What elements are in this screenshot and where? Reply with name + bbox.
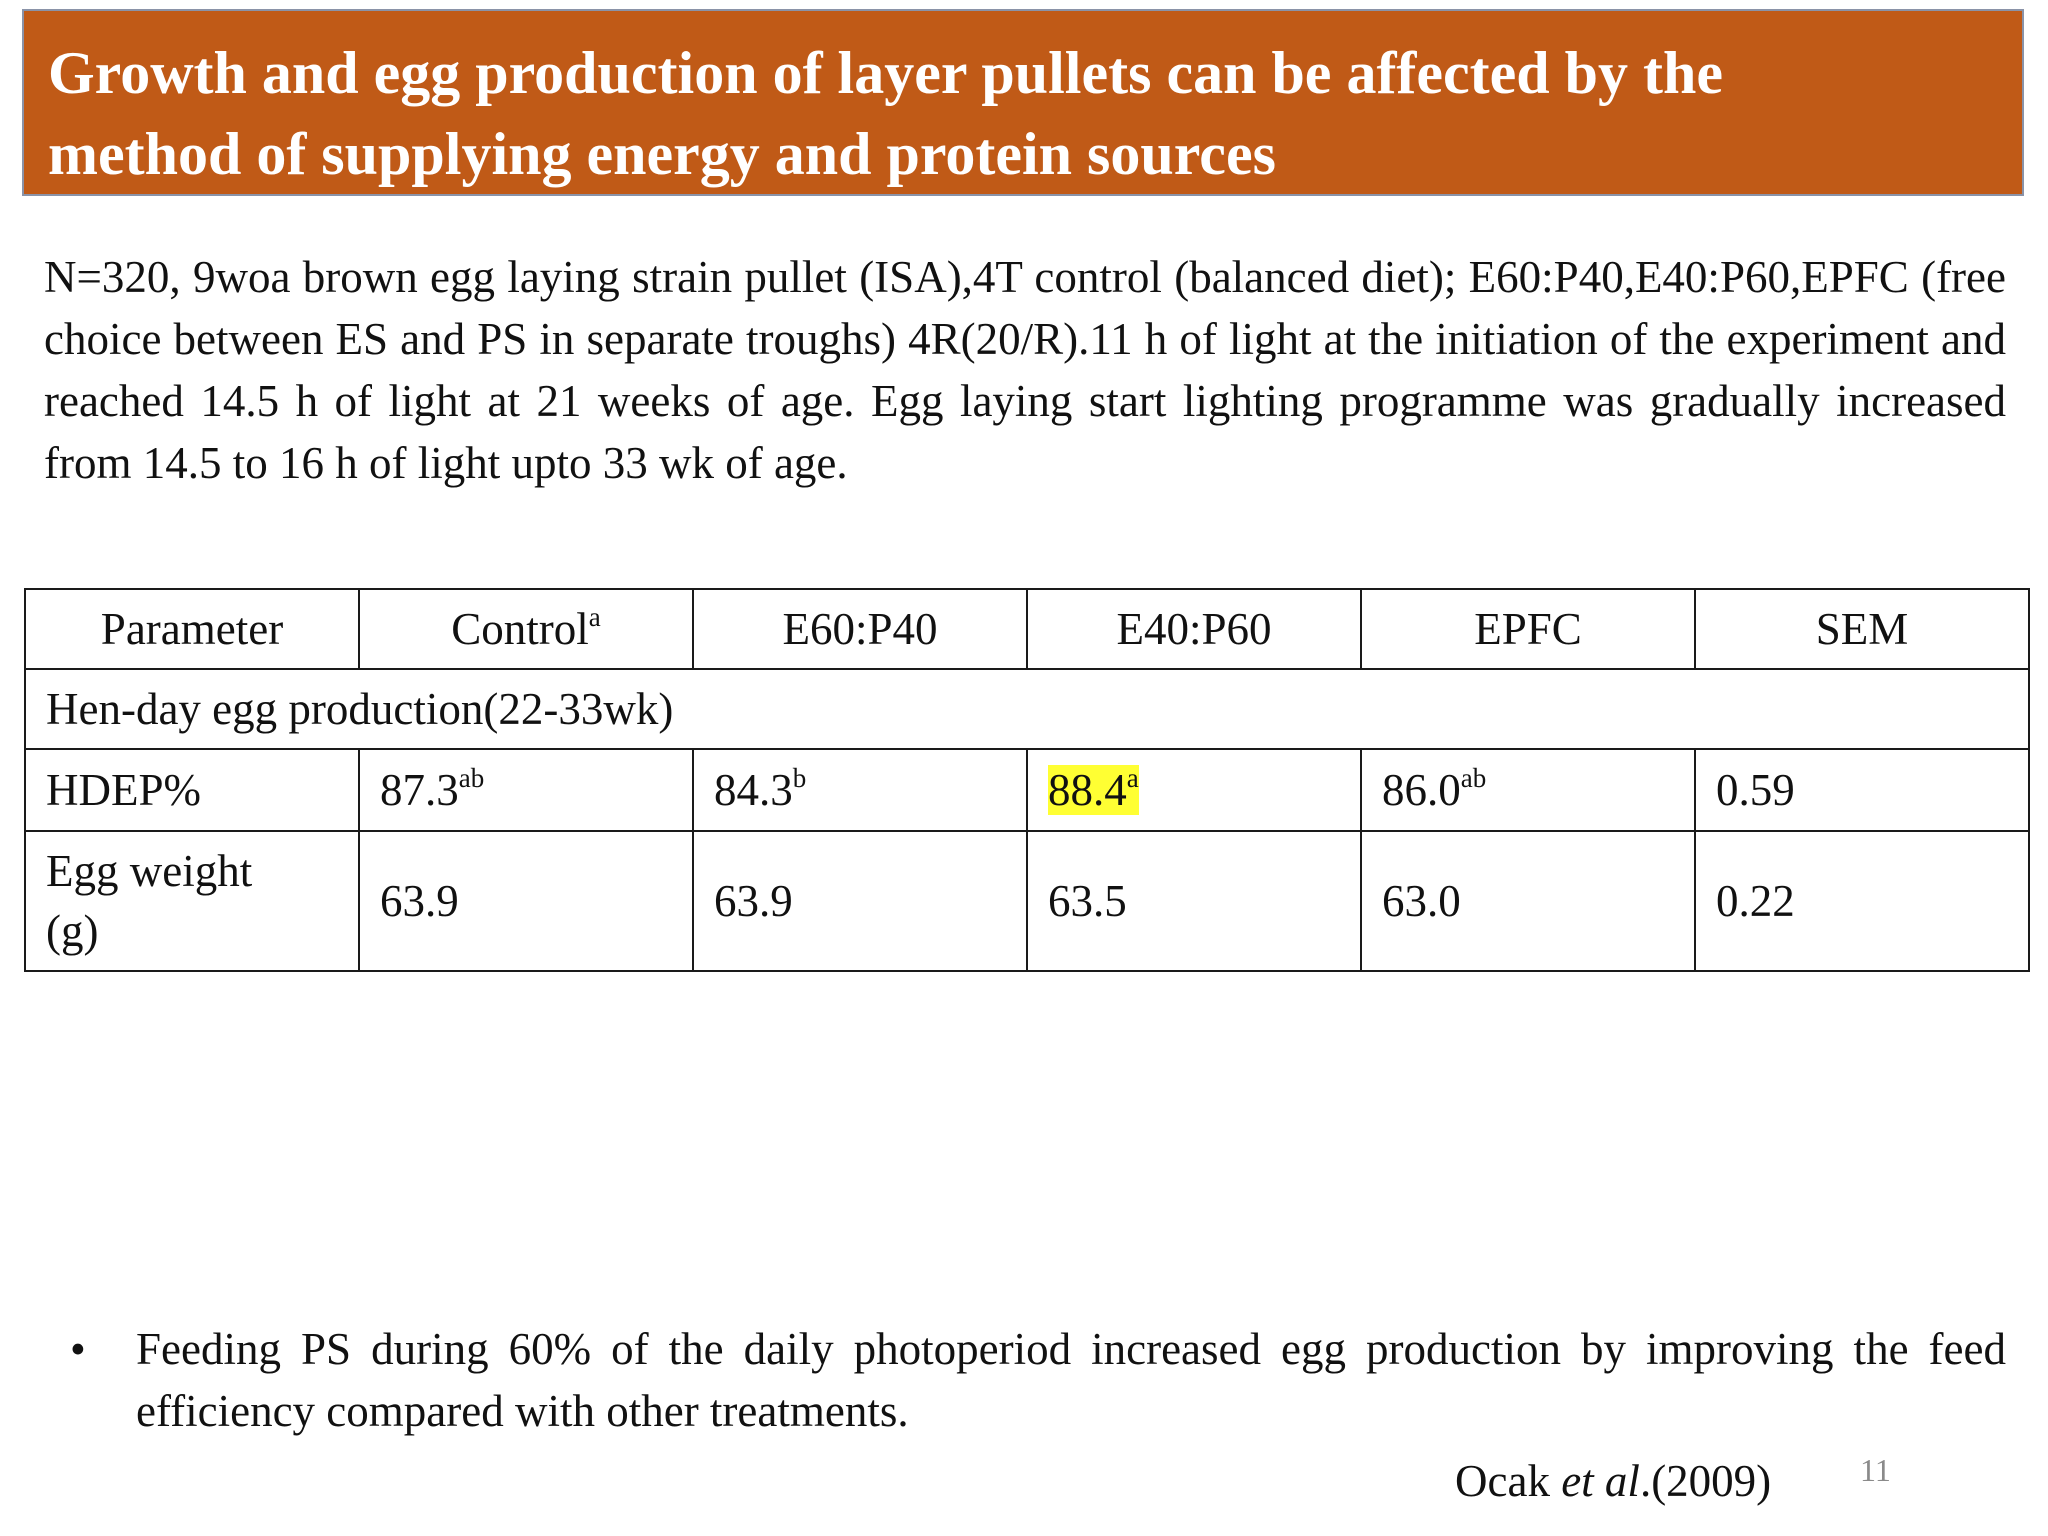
slide-title-line-2: method of supplying energy and protein s… <box>48 121 1276 187</box>
table-header-row: Parameter Controla E60:P40 E40:P60 EPFC … <box>24 588 2030 670</box>
cell-hdep-e40p60: 88.4a <box>1026 748 1362 832</box>
highlighted-value: 88.4a <box>1048 763 1139 815</box>
cell-hdep-sem: 0.59 <box>1694 748 2030 832</box>
header-epfc: EPFC <box>1360 588 1696 670</box>
cell-hdep-epfc: 86.0ab <box>1360 748 1696 832</box>
cell-egg-weight-e60p40: 63.9 <box>692 830 1028 972</box>
page-number: 11 <box>1860 1452 1891 1488</box>
slide-title-line-1: Growth and egg production of layer pulle… <box>48 40 1723 106</box>
slide-title: Growth and egg production of layer pulle… <box>48 33 1998 195</box>
cell-egg-weight-sem: 0.22 <box>1694 830 2030 972</box>
header-control: Controla <box>358 588 694 670</box>
cell-egg-weight-control: 63.9 <box>358 830 694 972</box>
table-section-row: Hen-day egg production(22-33wk) <box>24 668 2030 750</box>
table-row: HDEP% 87.3ab 84.3b 88.4a 86.0ab 0.59 <box>24 748 2030 832</box>
cell-egg-weight-e40p60: 63.5 <box>1026 830 1362 972</box>
cell-egg-weight-epfc: 63.0 <box>1360 830 1696 972</box>
conclusion-list: • Feeding PS during 60% of the daily pho… <box>70 1318 2006 1442</box>
header-sem: SEM <box>1694 588 2030 670</box>
section-heading: Hen-day egg production(22-33wk) <box>24 668 2030 750</box>
conclusion-text: Feeding PS during 60% of the daily photo… <box>136 1324 2006 1436</box>
header-e40p60: E40:P60 <box>1026 588 1362 670</box>
header-e60p40: E60:P40 <box>692 588 1028 670</box>
slide-title-banner: Growth and egg production of layer pulle… <box>22 9 2024 196</box>
header-parameter: Parameter <box>24 588 360 670</box>
table-row: Egg weight (g) 63.9 63.9 63.5 63.0 0.22 <box>24 830 2030 972</box>
row-label-hdep: HDEP% <box>24 748 360 832</box>
cell-hdep-e60p40: 84.3b <box>692 748 1028 832</box>
row-label-egg-weight: Egg weight (g) <box>24 830 360 972</box>
results-table: Parameter Controla E60:P40 E40:P60 EPFC … <box>24 588 2030 972</box>
bullet-icon: • <box>70 1324 86 1374</box>
intro-paragraph: N=320, 9woa brown egg laying strain pull… <box>44 252 2006 488</box>
citation: Ocak et al.(2009) <box>1455 1456 1772 1506</box>
cell-hdep-control: 87.3ab <box>358 748 694 832</box>
list-item: • Feeding PS during 60% of the daily pho… <box>70 1318 2006 1442</box>
